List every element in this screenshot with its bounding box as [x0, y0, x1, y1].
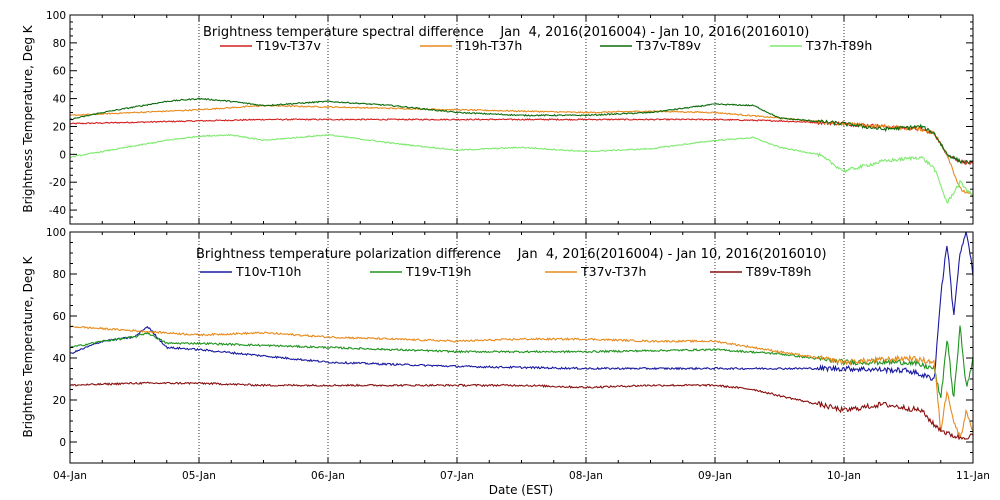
polarization-legend: T10v-T10h T19v-T19h T37v-T37h T89v-T89h: [200, 264, 811, 279]
spectral-grid: [198, 15, 845, 224]
y-tick-label: 60: [53, 311, 66, 323]
y-tick-label: 80: [53, 269, 66, 281]
polarization-chart-title: Brightness temperature polarization diff…: [196, 247, 827, 262]
legend-label-t19h-t37h: T19h-T37h: [455, 38, 522, 53]
y-tick-label: 0: [59, 437, 66, 449]
spectral-y-axis-label: Brightness Temperature, Deg K: [21, 24, 35, 212]
y-tick-label: 100: [46, 10, 66, 22]
polarization-difference-panel: 0 20 40 60 80 100 04-Jan 05-Jan 06-Jan 07-Jan 08-…: [21, 227, 990, 497]
legend-label-t37v-t37h: T37v-T37h: [580, 264, 646, 279]
spectral-x-ticks: [69, 15, 974, 224]
spectral-y-ticks: -40 -20 0 20 40 60 80 100: [46, 10, 973, 225]
x-tick-label: 04-Jan: [53, 470, 87, 482]
x-tick-label: 09-Jan: [698, 470, 732, 482]
polarization-grid: [198, 232, 845, 463]
spectral-difference-panel: -40 -20 0 20 40 60 80 100 Brightness temperatur…: [21, 10, 974, 225]
y-tick-label: 20: [53, 395, 66, 407]
spectral-legend: T19v-T37v T19h-T37h T37v-T89v T37h-T89h: [220, 38, 872, 53]
series-line-t10v-t10h: [70, 232, 973, 381]
series-line-t37h-t89h: [70, 133, 973, 204]
x-tick-label: 05-Jan: [182, 470, 216, 482]
y-tick-label: 40: [53, 353, 66, 365]
series-line-t37v-t37h: [70, 325, 973, 439]
series-line-t19v-t37v: [70, 118, 973, 166]
y-tick-label: 20: [53, 121, 66, 133]
spectral-series-layer: [70, 97, 973, 204]
polarization-series-layer: [70, 232, 973, 441]
legend-label-t19v-t37v: T19v-T37v: [255, 38, 322, 53]
legend-label-t37h-t89h: T37h-T89h: [805, 38, 872, 53]
x-tick-label: 08-Jan: [569, 470, 603, 482]
legend-label-t37v-t89v: T37v-T89v: [635, 38, 702, 53]
x-tick-label: 07-Jan: [440, 470, 474, 482]
y-tick-label: -20: [49, 177, 66, 189]
legend-label-t19v-t19h: T19v-T19h: [405, 264, 471, 279]
polarization-y-axis-label: Brightnes Temperature, Deg K: [21, 255, 35, 437]
legend-label-t10v-t10h: T10v-T10h: [235, 264, 301, 279]
x-tick-label: 11-Jan: [956, 470, 990, 482]
y-tick-label: 40: [53, 94, 66, 106]
y-tick-label: 80: [53, 38, 66, 50]
legend-label-t89v-t89h: T89v-T89h: [745, 264, 811, 279]
y-tick-label: 0: [59, 149, 66, 161]
y-tick-label: -40: [49, 205, 66, 217]
y-tick-label: 60: [53, 66, 66, 78]
polarization-x-ticks: 04-Jan 05-Jan 06-Jan 07-Jan 08-Jan 09-Jan 10-J…: [53, 232, 990, 482]
x-axis-label: Date (EST): [489, 483, 553, 497]
y-tick-label: 100: [46, 227, 66, 239]
series-line-t89v-t89h: [70, 381, 973, 441]
x-tick-label: 10-Jan: [827, 470, 861, 482]
spectral-chart-title: Brightness temperature spectral differen…: [203, 25, 809, 40]
x-tick-label: 06-Jan: [311, 470, 345, 482]
polarization-y-ticks: 0 20 40 60 80 100: [46, 227, 973, 464]
series-line-t37v-t89v: [70, 97, 973, 165]
